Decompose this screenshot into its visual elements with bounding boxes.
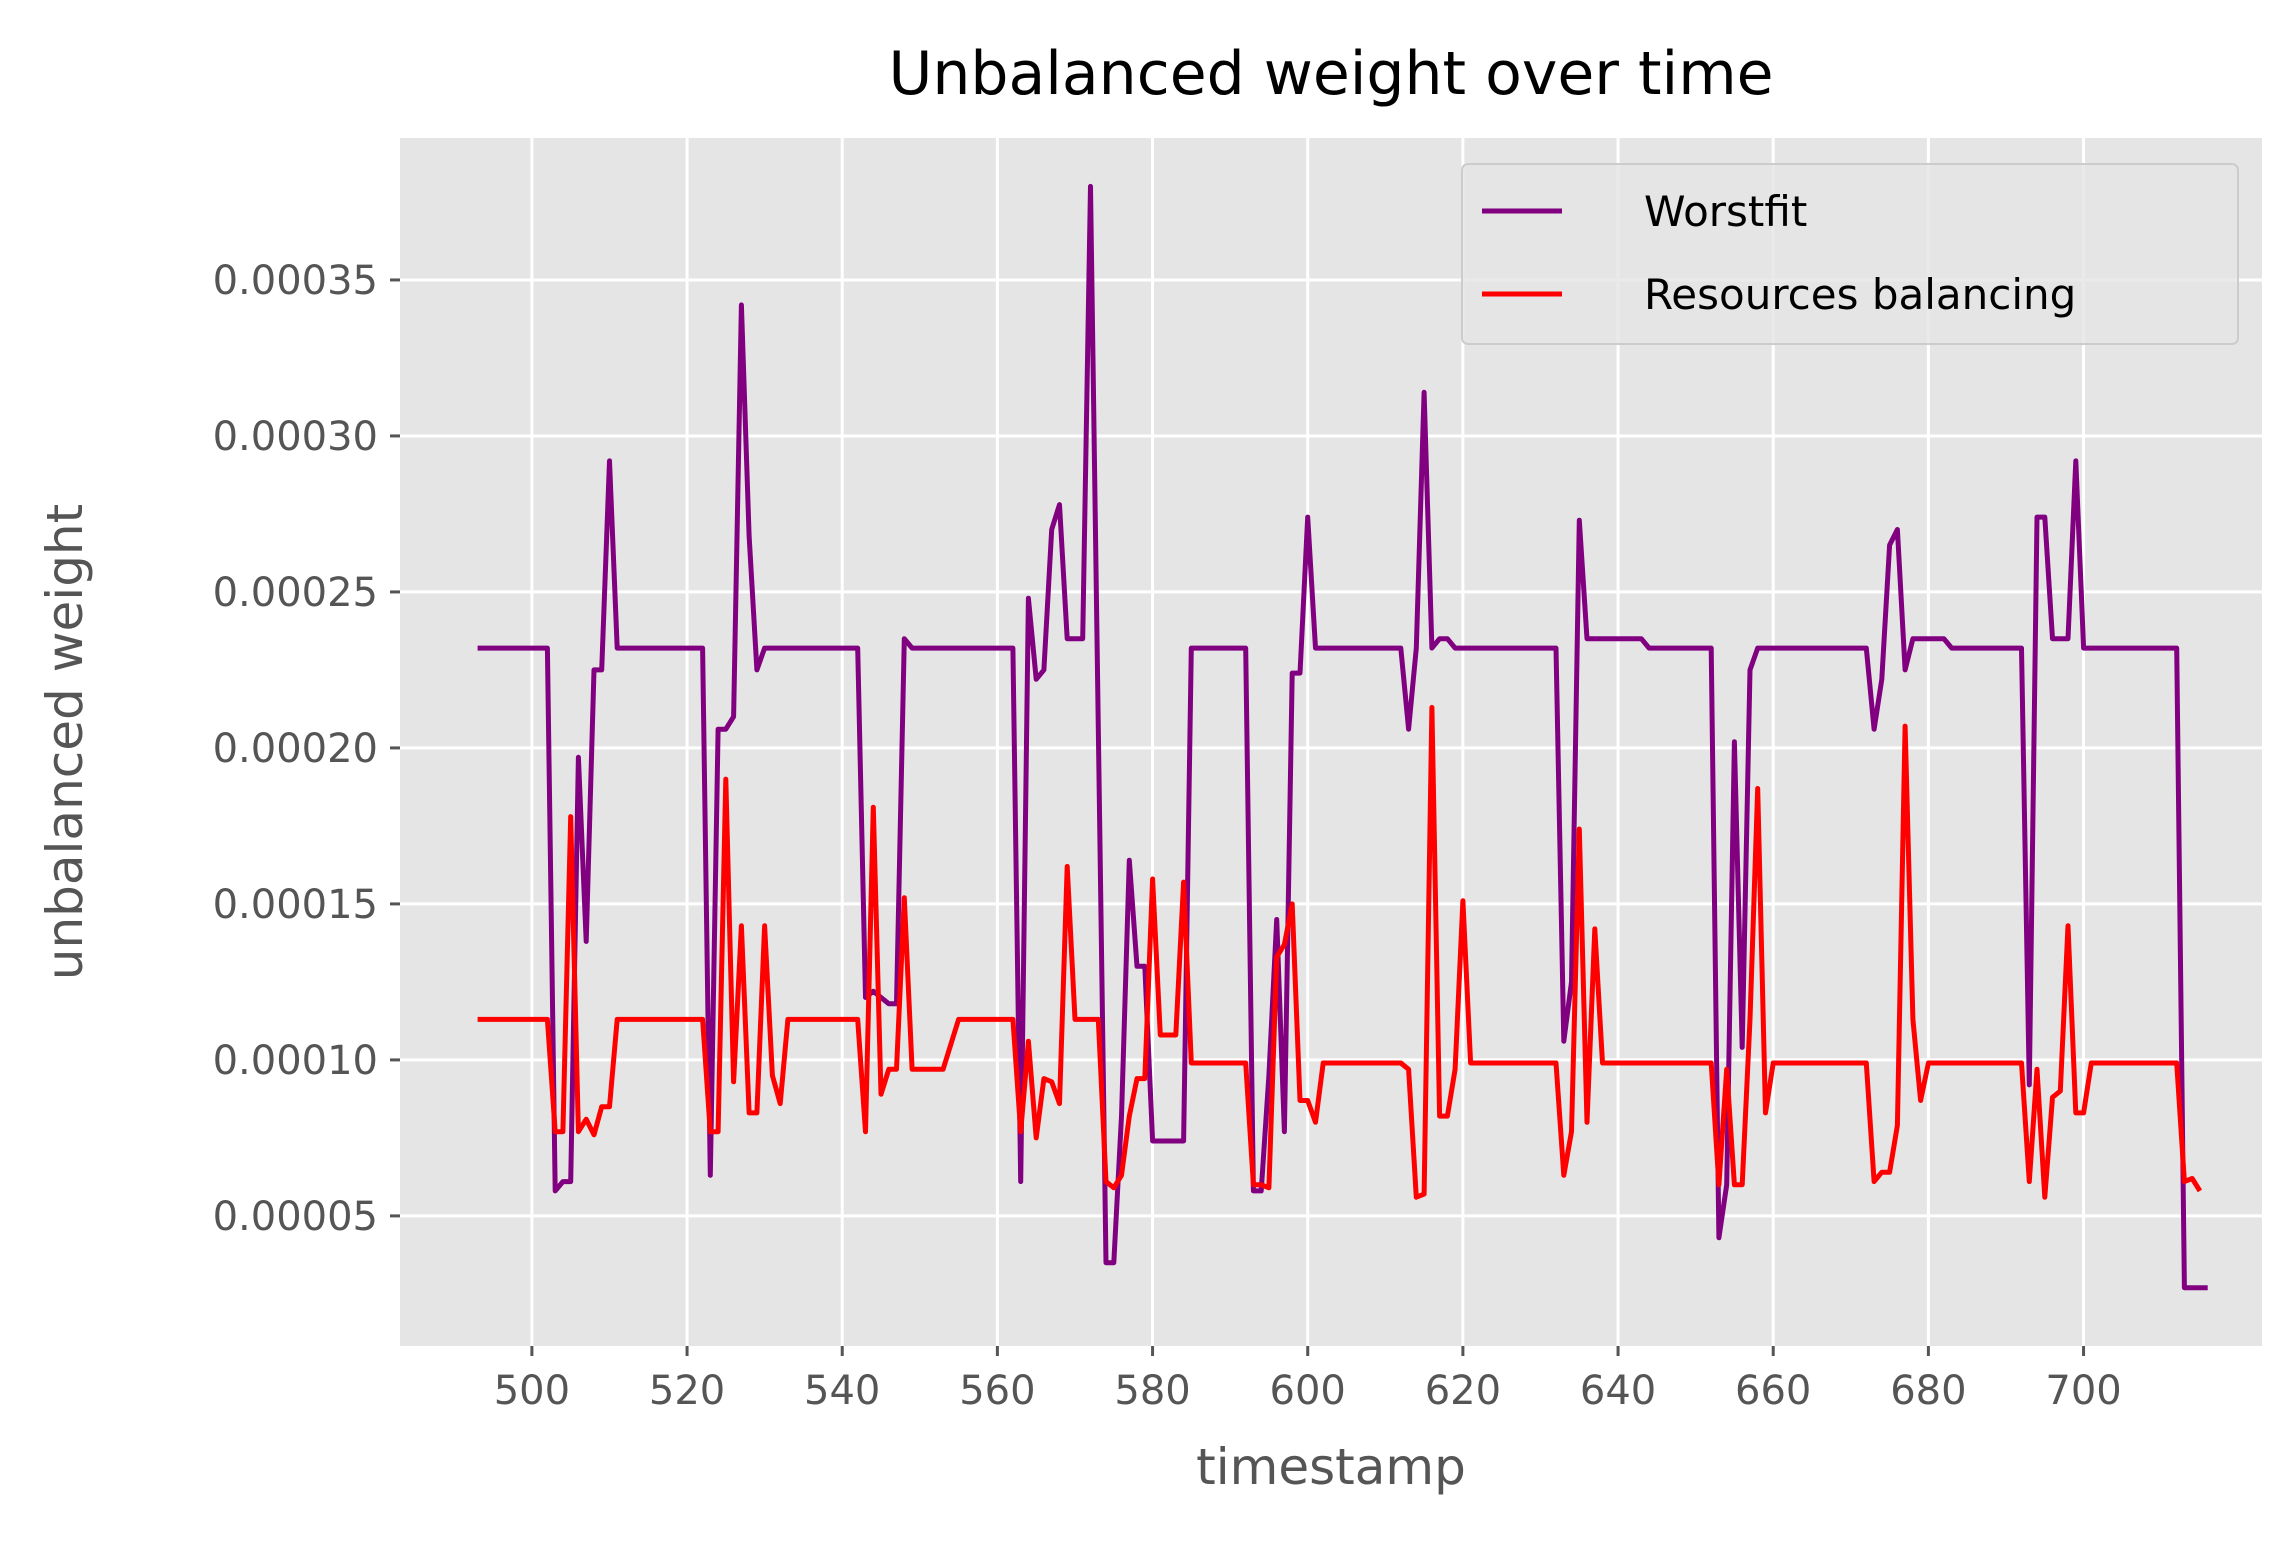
x-tick-label: 500 <box>494 1368 570 1414</box>
y-tick-label: 0.00005 <box>213 1194 378 1240</box>
legend: Worstfit Resources balancing <box>1461 163 2239 345</box>
chart-title: Unbalanced weight over time <box>888 39 1773 109</box>
series-line-resources-balancing <box>477 704 2203 1200</box>
x-tick-label: 620 <box>1425 1368 1501 1414</box>
y-tick-label: 0.00035 <box>213 258 378 304</box>
y-tick-label: 0.00010 <box>213 1038 378 1084</box>
x-tick-label: 560 <box>959 1368 1035 1414</box>
x-tick-label: 700 <box>2045 1368 2121 1414</box>
y-axis-title: unbalanced weight <box>36 504 94 980</box>
x-tick-label: 580 <box>1114 1368 1190 1414</box>
x-tick-label: 600 <box>1270 1368 1346 1414</box>
legend-label-worstfit: Worstfit <box>1644 187 1807 236</box>
x-tick-label: 520 <box>649 1368 725 1414</box>
legend-box <box>1461 163 2239 345</box>
x-axis-ticks: 500 520 540 560 580 600 620 640 660 680 700 <box>494 1346 2122 1414</box>
y-tick-label: 0.00015 <box>213 882 378 928</box>
y-axis-ticks: 0.00005 0.00010 0.00015 0.00020 0.00025 0.000… <box>213 258 400 1240</box>
y-tick-label: 0.00025 <box>213 570 378 616</box>
x-tick-label: 660 <box>1735 1368 1811 1414</box>
series-lines <box>477 183 2208 1291</box>
y-tick-label: 0.00030 <box>213 414 378 460</box>
series-line-worstfit <box>477 183 2208 1291</box>
y-tick-label: 0.00020 <box>213 726 378 772</box>
legend-label-resources-balancing: Resources balancing <box>1644 270 2076 319</box>
x-tick-label: 640 <box>1580 1368 1656 1414</box>
x-tick-label: 540 <box>804 1368 880 1414</box>
x-axis-title: timestamp <box>1196 1438 1466 1496</box>
x-tick-label: 680 <box>1890 1368 1966 1414</box>
